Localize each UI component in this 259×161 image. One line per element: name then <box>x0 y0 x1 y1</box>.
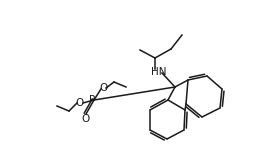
Text: O: O <box>75 98 83 108</box>
Text: HN: HN <box>151 67 167 77</box>
Text: O: O <box>100 83 108 93</box>
Text: O: O <box>81 114 89 124</box>
Text: P: P <box>89 95 95 105</box>
